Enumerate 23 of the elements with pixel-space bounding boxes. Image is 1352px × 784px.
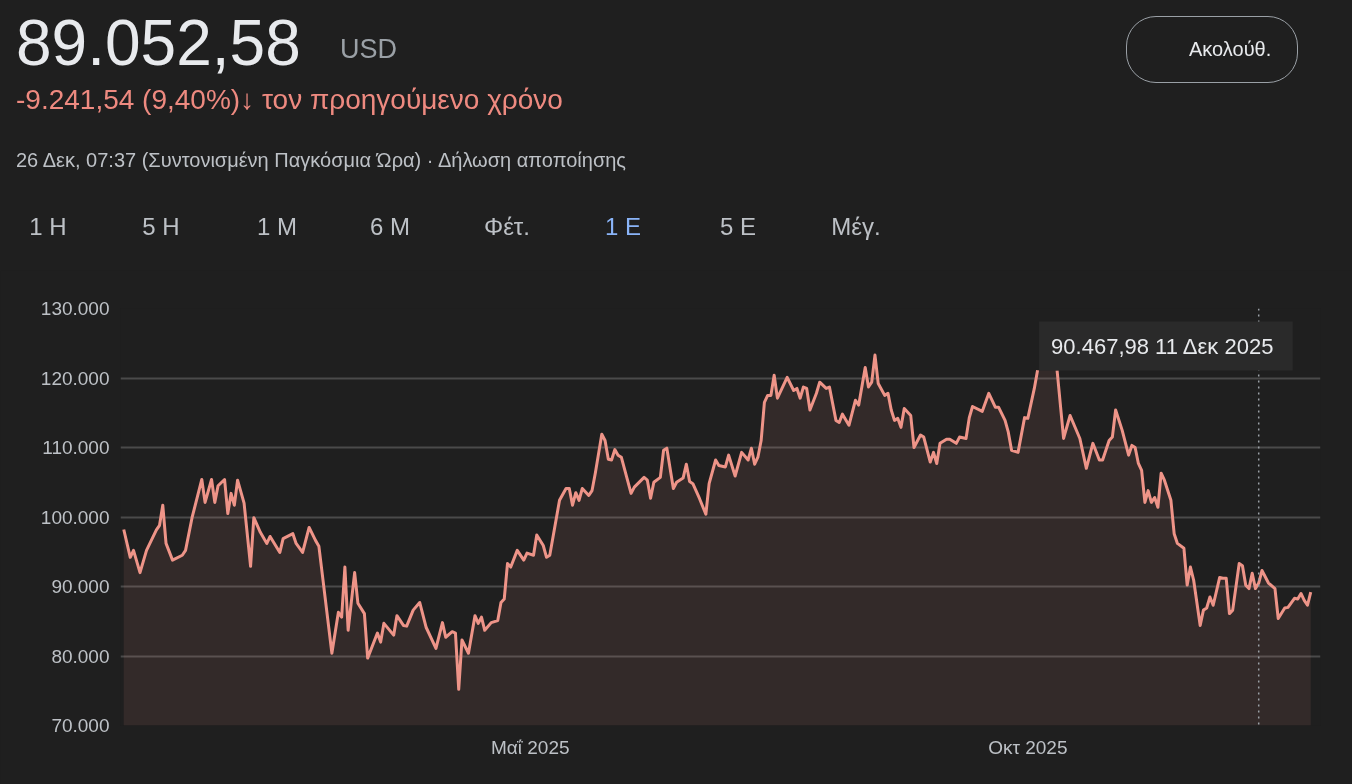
- y-tick-label: 80.000: [51, 645, 110, 667]
- text: Ακολούθ.: [1126, 16, 1299, 83]
- text: USD: [340, 33, 398, 66]
- text: 6 Μ: [369, 212, 411, 242]
- text: 5 Η: [141, 212, 181, 242]
- y-tick-label: 90.000: [51, 576, 110, 597]
- text: 1 Ε: [604, 212, 642, 242]
- chart-title: 89.052,58: [16, 7, 301, 79]
- text: Μέγ.: [830, 212, 882, 242]
- text: 1 Η: [28, 212, 68, 242]
- y-tick-label: 110.000: [42, 437, 110, 458]
- text: 5 Ε: [719, 212, 757, 242]
- y-tick-label: 100.000: [40, 506, 110, 528]
- chart-subtitle: -9.241,54 (9,40%)↓ τον προηγούμενο χρόνο: [16, 83, 563, 117]
- y-tick-label: 120.000: [40, 367, 110, 389]
- text: 1 Μ: [256, 212, 298, 242]
- x-tick-label: Οκτ 2025: [988, 736, 1068, 758]
- annotation: 90.467,98 11 Δεκ 2025: [1051, 333, 1274, 359]
- y-tick-label: 70.000: [51, 715, 110, 736]
- text: 26 Δεκ, 07:37 (Συντονισμένη Παγκόσμια Ώρα) · Δήλωση αποποίησης: [16, 148, 626, 173]
- text: Φέτ.: [483, 212, 531, 242]
- y-tick-label: 130.000: [40, 298, 110, 319]
- x-tick-label: Μαΐ 2025: [490, 736, 570, 758]
